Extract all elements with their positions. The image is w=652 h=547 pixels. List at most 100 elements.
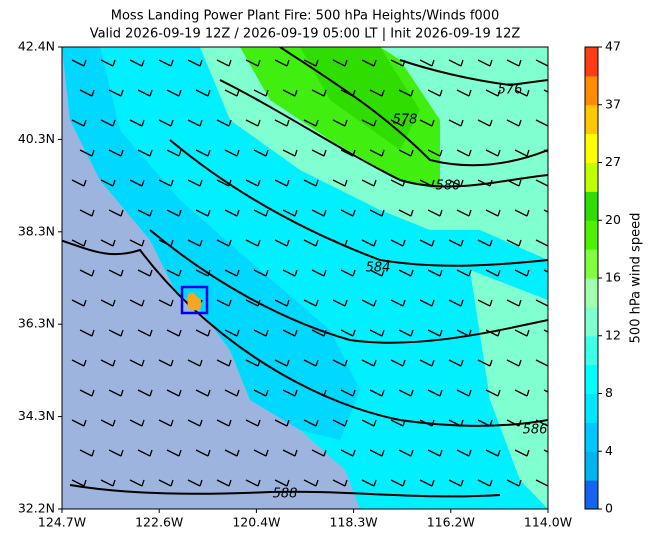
wind-barb (535, 179, 548, 187)
wind-barb (369, 269, 385, 277)
colorbar-segment (585, 162, 598, 192)
wind-barb (274, 239, 290, 247)
wind-barb (398, 149, 414, 157)
wind-barb (427, 329, 443, 337)
wind-barb (187, 239, 203, 247)
wind-barb (340, 89, 356, 97)
wind-barb (129, 239, 145, 247)
wind-barb (361, 299, 377, 307)
colorbar-segment (585, 191, 598, 221)
field-band (470, 270, 548, 509)
wind-barb (129, 359, 145, 367)
wind-barb (303, 239, 319, 247)
wind-barb (216, 179, 232, 187)
wind-barb (274, 359, 290, 367)
wind-barb (274, 299, 290, 307)
wind-barb (166, 89, 182, 97)
axes: 124.7W 122.6W 120.4W 118.3W 116.2W 114.0W 42.4… (18, 39, 572, 530)
wind-barb (477, 179, 493, 187)
wind-barb (195, 389, 211, 397)
wind-barb (166, 149, 182, 157)
wind-barb (485, 329, 501, 337)
wind-barb (137, 329, 153, 337)
wind-barb (303, 119, 319, 127)
colorbar-segment (585, 220, 598, 250)
wind-barb (195, 149, 211, 157)
wind-barb (158, 119, 174, 127)
wind-barb (506, 179, 522, 187)
wind-barb (543, 89, 548, 93)
wind-barb (158, 479, 174, 487)
wind-barb (245, 239, 261, 247)
wind-barb (427, 269, 443, 277)
colorbar-segment (585, 422, 598, 452)
wind-barb (274, 419, 290, 427)
wind-barb (311, 389, 327, 397)
wind-barb (216, 239, 232, 247)
wind-barb (398, 389, 414, 397)
wind-barb (158, 359, 174, 367)
wind-barb (195, 209, 211, 217)
wind-barb (71, 119, 87, 127)
wind-barb (419, 239, 435, 247)
colorbar-segment (585, 75, 598, 106)
colorbar: 0 4 8 12 16 20 27 37 47 (584, 39, 621, 516)
wind-barb (224, 329, 240, 337)
wind-barb (158, 59, 174, 67)
wind-barb (448, 479, 464, 487)
wind-barb (108, 149, 124, 157)
wind-barb (543, 389, 548, 393)
contour-label: 584 (366, 261, 391, 276)
wind-barb (485, 209, 501, 217)
wind-barb (100, 479, 116, 487)
wind-barb (419, 479, 435, 487)
wind-barb (398, 449, 414, 457)
wind-barb (108, 269, 124, 277)
wind-barb (456, 389, 472, 397)
wind-barb (216, 59, 232, 67)
wind-barb (303, 479, 319, 487)
wind-barb (419, 119, 435, 127)
wind-barb (224, 449, 240, 457)
wind-barb (245, 179, 261, 187)
wind-barb (79, 89, 95, 97)
wind-barb (514, 449, 530, 457)
wind-barb (361, 239, 377, 247)
wind-barb (535, 59, 548, 67)
wind-barb (390, 119, 406, 127)
y-tick-label: 38.3N (18, 223, 55, 238)
wind-barb (369, 149, 385, 157)
wind-barb (514, 209, 530, 217)
wind-barb (332, 479, 348, 487)
wind-barb (361, 419, 377, 427)
colorbar-segment (585, 278, 598, 308)
y-tick-label: 32.2N (18, 501, 55, 516)
wind-barb (216, 419, 232, 427)
wind-barb (79, 149, 95, 157)
wind-barb (303, 299, 319, 307)
wind-barb (514, 389, 530, 397)
wind-barb (427, 89, 443, 97)
wind-barb (253, 449, 269, 457)
wind-barb (166, 449, 182, 457)
wind-barb (303, 419, 319, 427)
wind-barb (427, 449, 443, 457)
wind-barb (427, 389, 443, 397)
wind-barb (158, 239, 174, 247)
wind-barb (282, 209, 298, 217)
colorbar-segment (585, 133, 598, 163)
wind-barb (332, 359, 348, 367)
wind-barb (535, 359, 548, 367)
wind-barb (71, 359, 87, 367)
wind-barb (71, 299, 87, 307)
wind-barb (506, 59, 522, 67)
wind-barb (535, 479, 548, 487)
wind-barb (477, 359, 493, 367)
y-tick-label: 42.4N (18, 39, 55, 54)
wind-barb (390, 419, 406, 427)
contours (62, 47, 548, 498)
wind-barb (369, 329, 385, 337)
wind-barb (79, 269, 95, 277)
colorbar-segment (585, 249, 598, 279)
wind-barb (332, 419, 348, 427)
